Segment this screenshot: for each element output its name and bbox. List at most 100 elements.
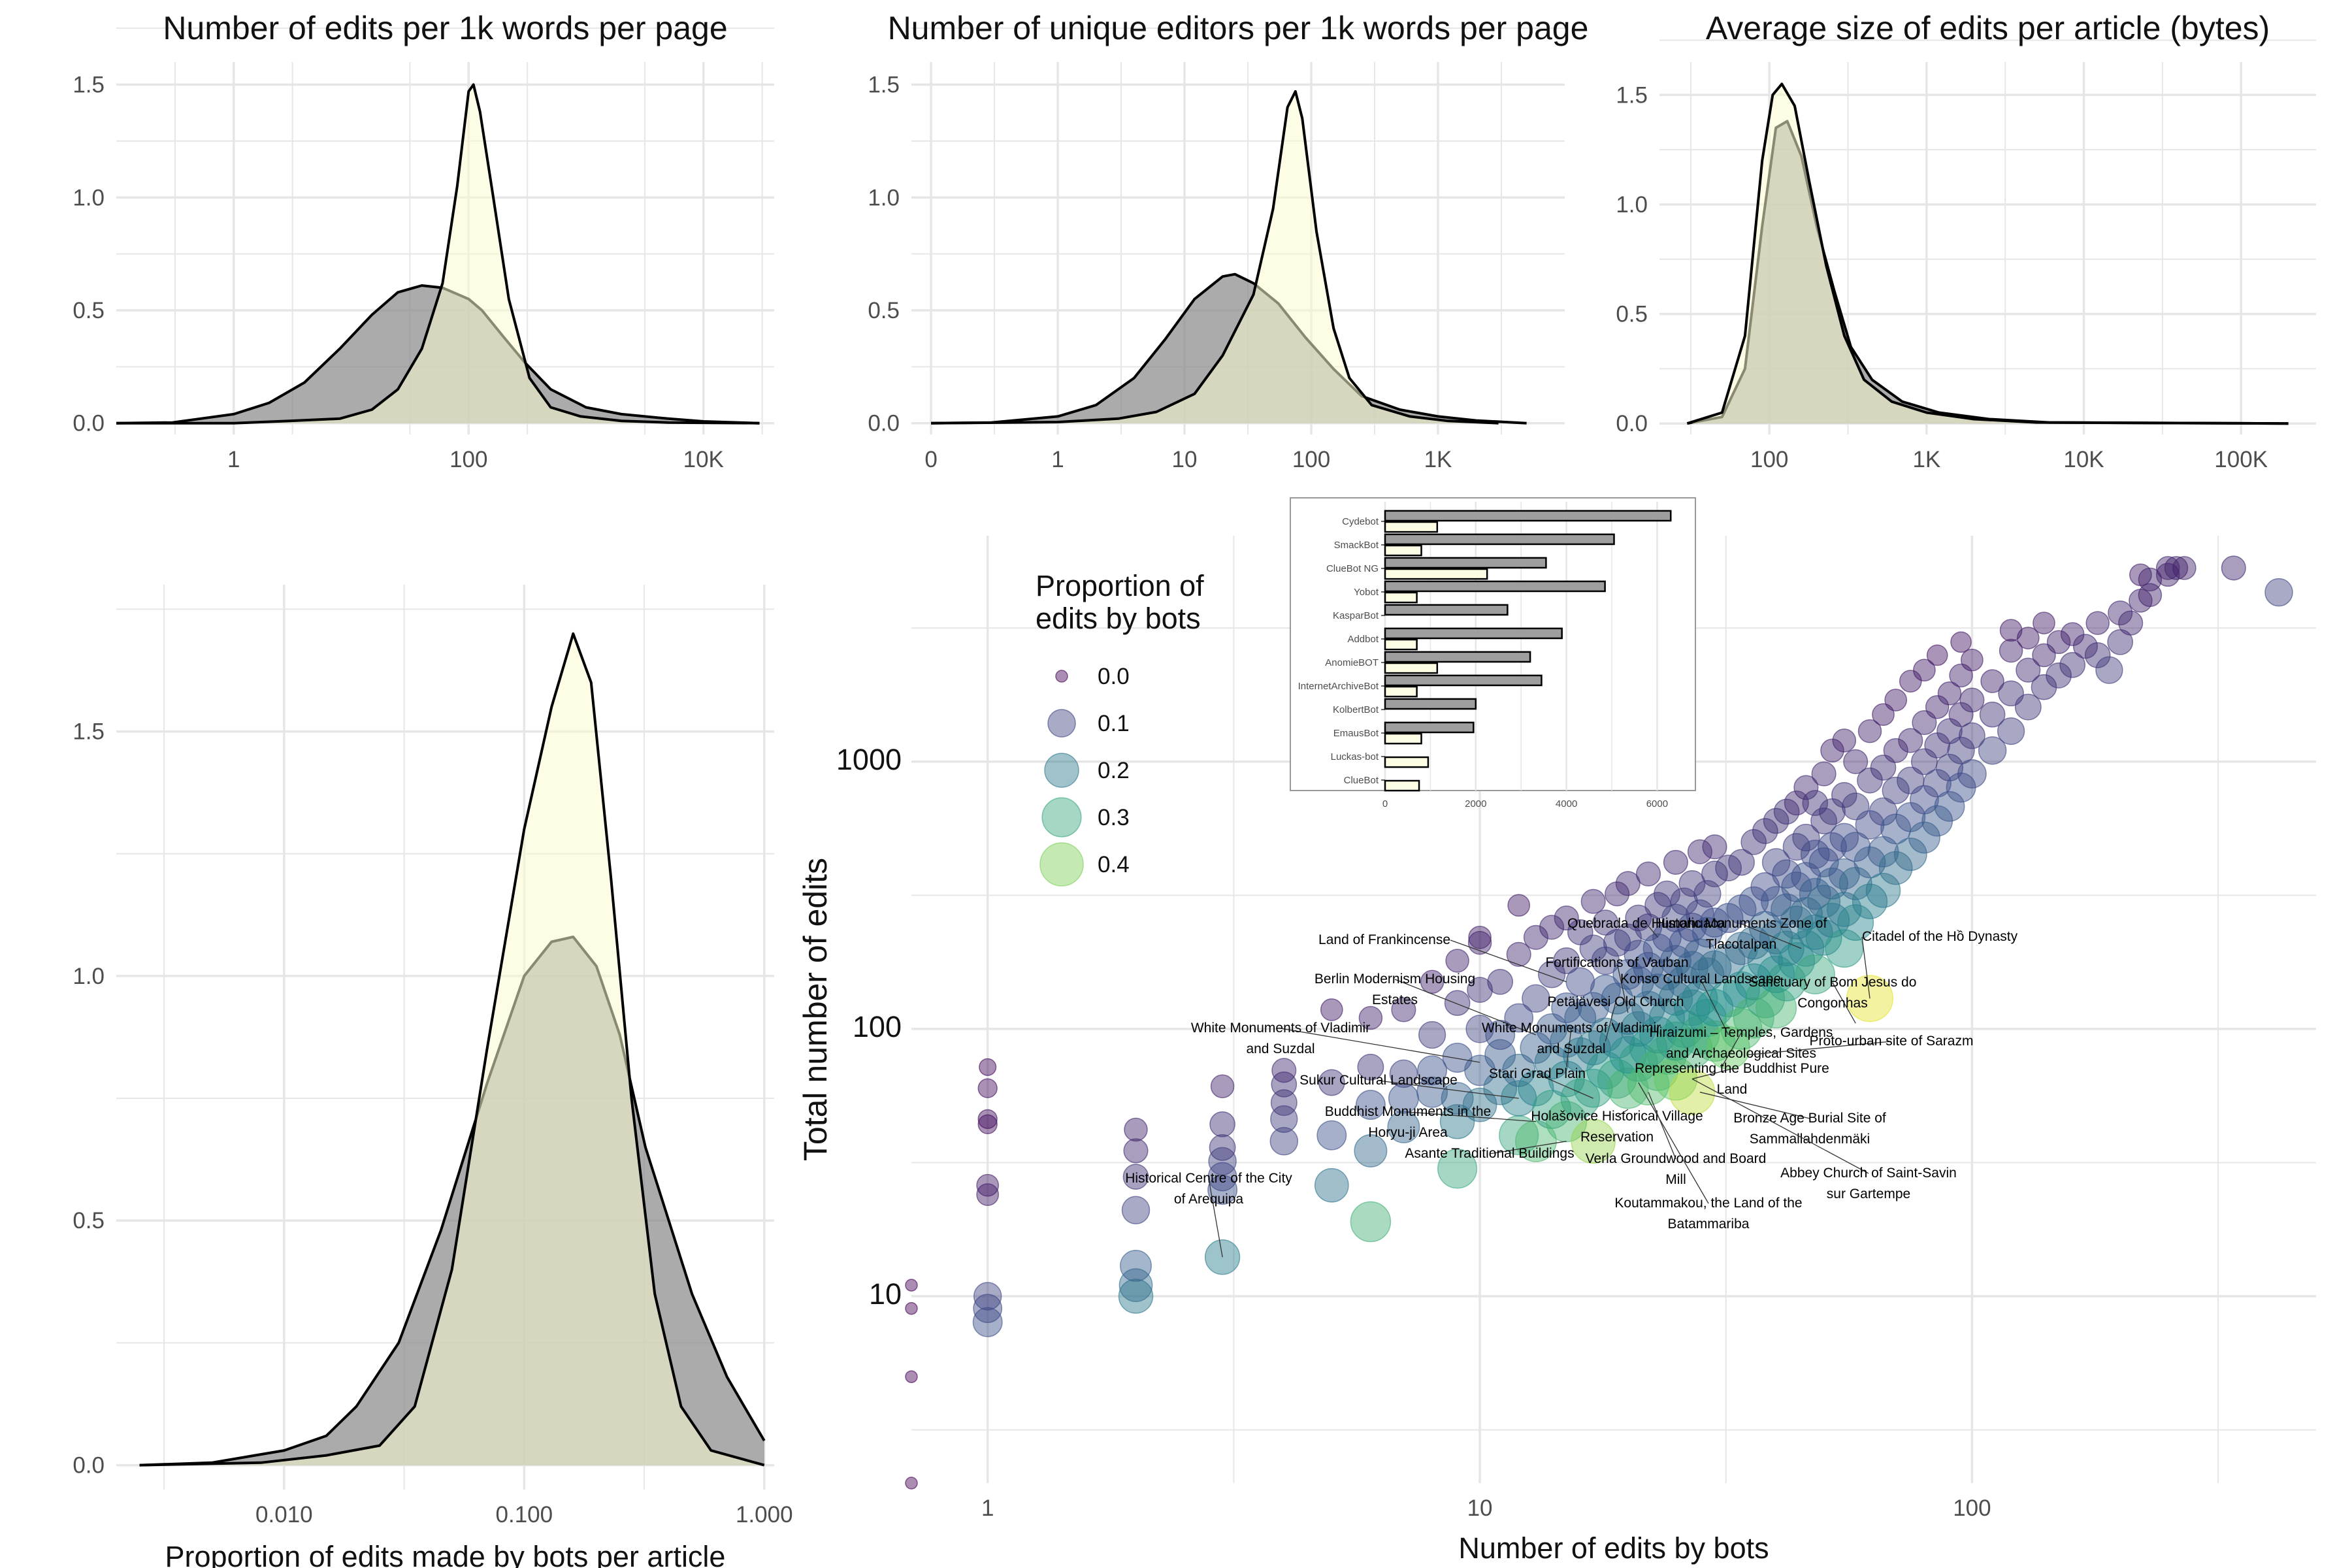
scatter-point <box>1580 889 1606 914</box>
scatter-point <box>1120 1249 1152 1282</box>
inset-x-tick-label: 6000 <box>1646 798 1668 809</box>
scatter-point <box>1854 846 1886 879</box>
legend-title: Proportion of <box>1036 569 1204 602</box>
scatter-point <box>2046 630 2071 655</box>
x-axis-label: Number of edits by bots <box>1458 1531 1769 1565</box>
inset-bar-label: ClueBot <box>1344 775 1379 786</box>
scatter-point <box>1882 776 1910 805</box>
scatter-point <box>1551 992 1582 1023</box>
scatter-point <box>2046 662 2072 689</box>
panel-scatter-bot-vs-total: 1 10 100 10 100 1000 Number of edits by bots To… <box>797 536 2316 1565</box>
y-tick-label: 1.5 <box>868 73 900 98</box>
scatter-point <box>1959 687 1985 713</box>
scatter-point <box>1784 791 1809 816</box>
scatter-point <box>977 1109 998 1130</box>
point-label-line2: sur Gartempe <box>1827 1186 1910 1201</box>
point-label: Sukur Cultural Landscape <box>1299 1073 1458 1088</box>
human-bar <box>1384 756 1429 768</box>
inset-x-tick-label: 2000 <box>1465 798 1486 809</box>
scatter-point <box>1354 1134 1388 1168</box>
scatter-point <box>1465 1015 1494 1043</box>
scatter-point <box>1961 648 1984 672</box>
scatter-point <box>1631 990 1665 1025</box>
scatter-point <box>1536 1013 1568 1045</box>
scatter-point <box>1590 974 1621 1005</box>
point-label: Fortifications of Vauban <box>1545 955 1688 970</box>
scatter-point <box>973 1294 1003 1324</box>
scatter-point <box>1271 1058 1297 1083</box>
point-label-line2: and Archaeological Sites <box>1666 1046 1816 1061</box>
y-tick-label: 1.5 <box>73 719 105 745</box>
scatter-point <box>1913 659 1936 682</box>
scatter-point <box>1735 963 1772 1001</box>
label-leader-line <box>1378 1080 1519 1099</box>
legend-swatch <box>1055 670 1068 683</box>
scatter-point <box>1811 761 1837 787</box>
scatter-point <box>1761 848 1791 877</box>
label-leader-line <box>1648 1092 1676 1160</box>
scatter-point <box>1661 904 1690 932</box>
scatter-point <box>1654 1057 1698 1101</box>
scatter-point <box>1701 860 1728 888</box>
bot-bar <box>1384 627 1563 640</box>
bot-bar <box>1384 698 1477 710</box>
label-leader-line <box>1747 1041 1892 1056</box>
scatter-point <box>1599 1023 1635 1059</box>
label-leader-line <box>1638 1082 1709 1204</box>
y-tick-label: 1.0 <box>73 185 105 210</box>
x-tick-label: 100 <box>449 447 487 472</box>
scatter-point <box>1752 818 1778 844</box>
scatter-point <box>1948 702 1974 727</box>
y-tick-label: 1.0 <box>1616 192 1648 218</box>
scatter-point <box>1507 894 1531 917</box>
inset-bar-label: AnomieBOT <box>1325 657 1379 668</box>
scatter-point <box>1546 1101 1588 1143</box>
scatter-point <box>1756 987 1797 1029</box>
y-tick-label: 0.0 <box>73 1453 105 1478</box>
legend-label: 0.1 <box>1098 711 1130 736</box>
scatter-point <box>2138 567 2163 592</box>
inset-bar-label: InternetArchiveBot <box>1298 681 1379 692</box>
scatter-point <box>1123 1138 1149 1164</box>
scatter-point <box>1857 719 1882 743</box>
point-label: Verla Groundwood and Board <box>1586 1151 1767 1166</box>
label-leader-line <box>1489 1141 1567 1154</box>
scatter-point <box>1837 904 1874 941</box>
point-label: Konso Cultural Landscape <box>1620 972 1781 987</box>
scatter-point <box>1357 1053 1384 1081</box>
scatter-point <box>1437 1149 1478 1189</box>
scatter-point <box>1678 870 1706 897</box>
inset-bar-label: EmausBot <box>1333 728 1379 739</box>
scatter-point <box>1740 829 1767 855</box>
scatter-point <box>1487 968 1514 995</box>
point-label-line2: and Suzdal <box>1537 1041 1605 1056</box>
human-bar <box>1384 779 1420 792</box>
human-bar <box>1384 521 1439 533</box>
y-tick-label: 1.5 <box>73 73 105 98</box>
scatter-point <box>1420 970 1445 994</box>
legend-swatch <box>1044 753 1079 788</box>
bot-bar <box>1384 580 1606 593</box>
scatter-point <box>1908 821 1940 854</box>
point-label: Representing the Buddhist Pure <box>1635 1061 1829 1076</box>
y-tick-label: 1.0 <box>868 185 900 210</box>
x-tick-label: 1 <box>981 1495 994 1521</box>
scatter-point <box>1350 1201 1392 1243</box>
scatter-point <box>977 1078 998 1098</box>
human-density-line <box>930 90 1499 425</box>
x-tick-label: 100 <box>1292 447 1330 472</box>
scatter-point <box>1416 1076 1448 1108</box>
scatter-point <box>905 1477 918 1490</box>
y-tick-label: 0.5 <box>868 298 900 323</box>
human-density-area <box>116 84 760 423</box>
point-label: Abbey Church of Saint-Savin <box>1780 1166 1957 1181</box>
scatter-point <box>1999 619 2023 642</box>
scatter-point <box>1763 808 1789 834</box>
y-tick-label: 10 <box>869 1277 902 1311</box>
label-leader-line <box>1616 1109 1629 1117</box>
scatter-point <box>1950 631 1972 653</box>
scatter-point <box>1978 736 2007 765</box>
x-tick-label: 0.100 <box>496 1502 553 1527</box>
inset-frame <box>1290 497 1696 791</box>
y-tick-label: 0.0 <box>1616 411 1648 436</box>
